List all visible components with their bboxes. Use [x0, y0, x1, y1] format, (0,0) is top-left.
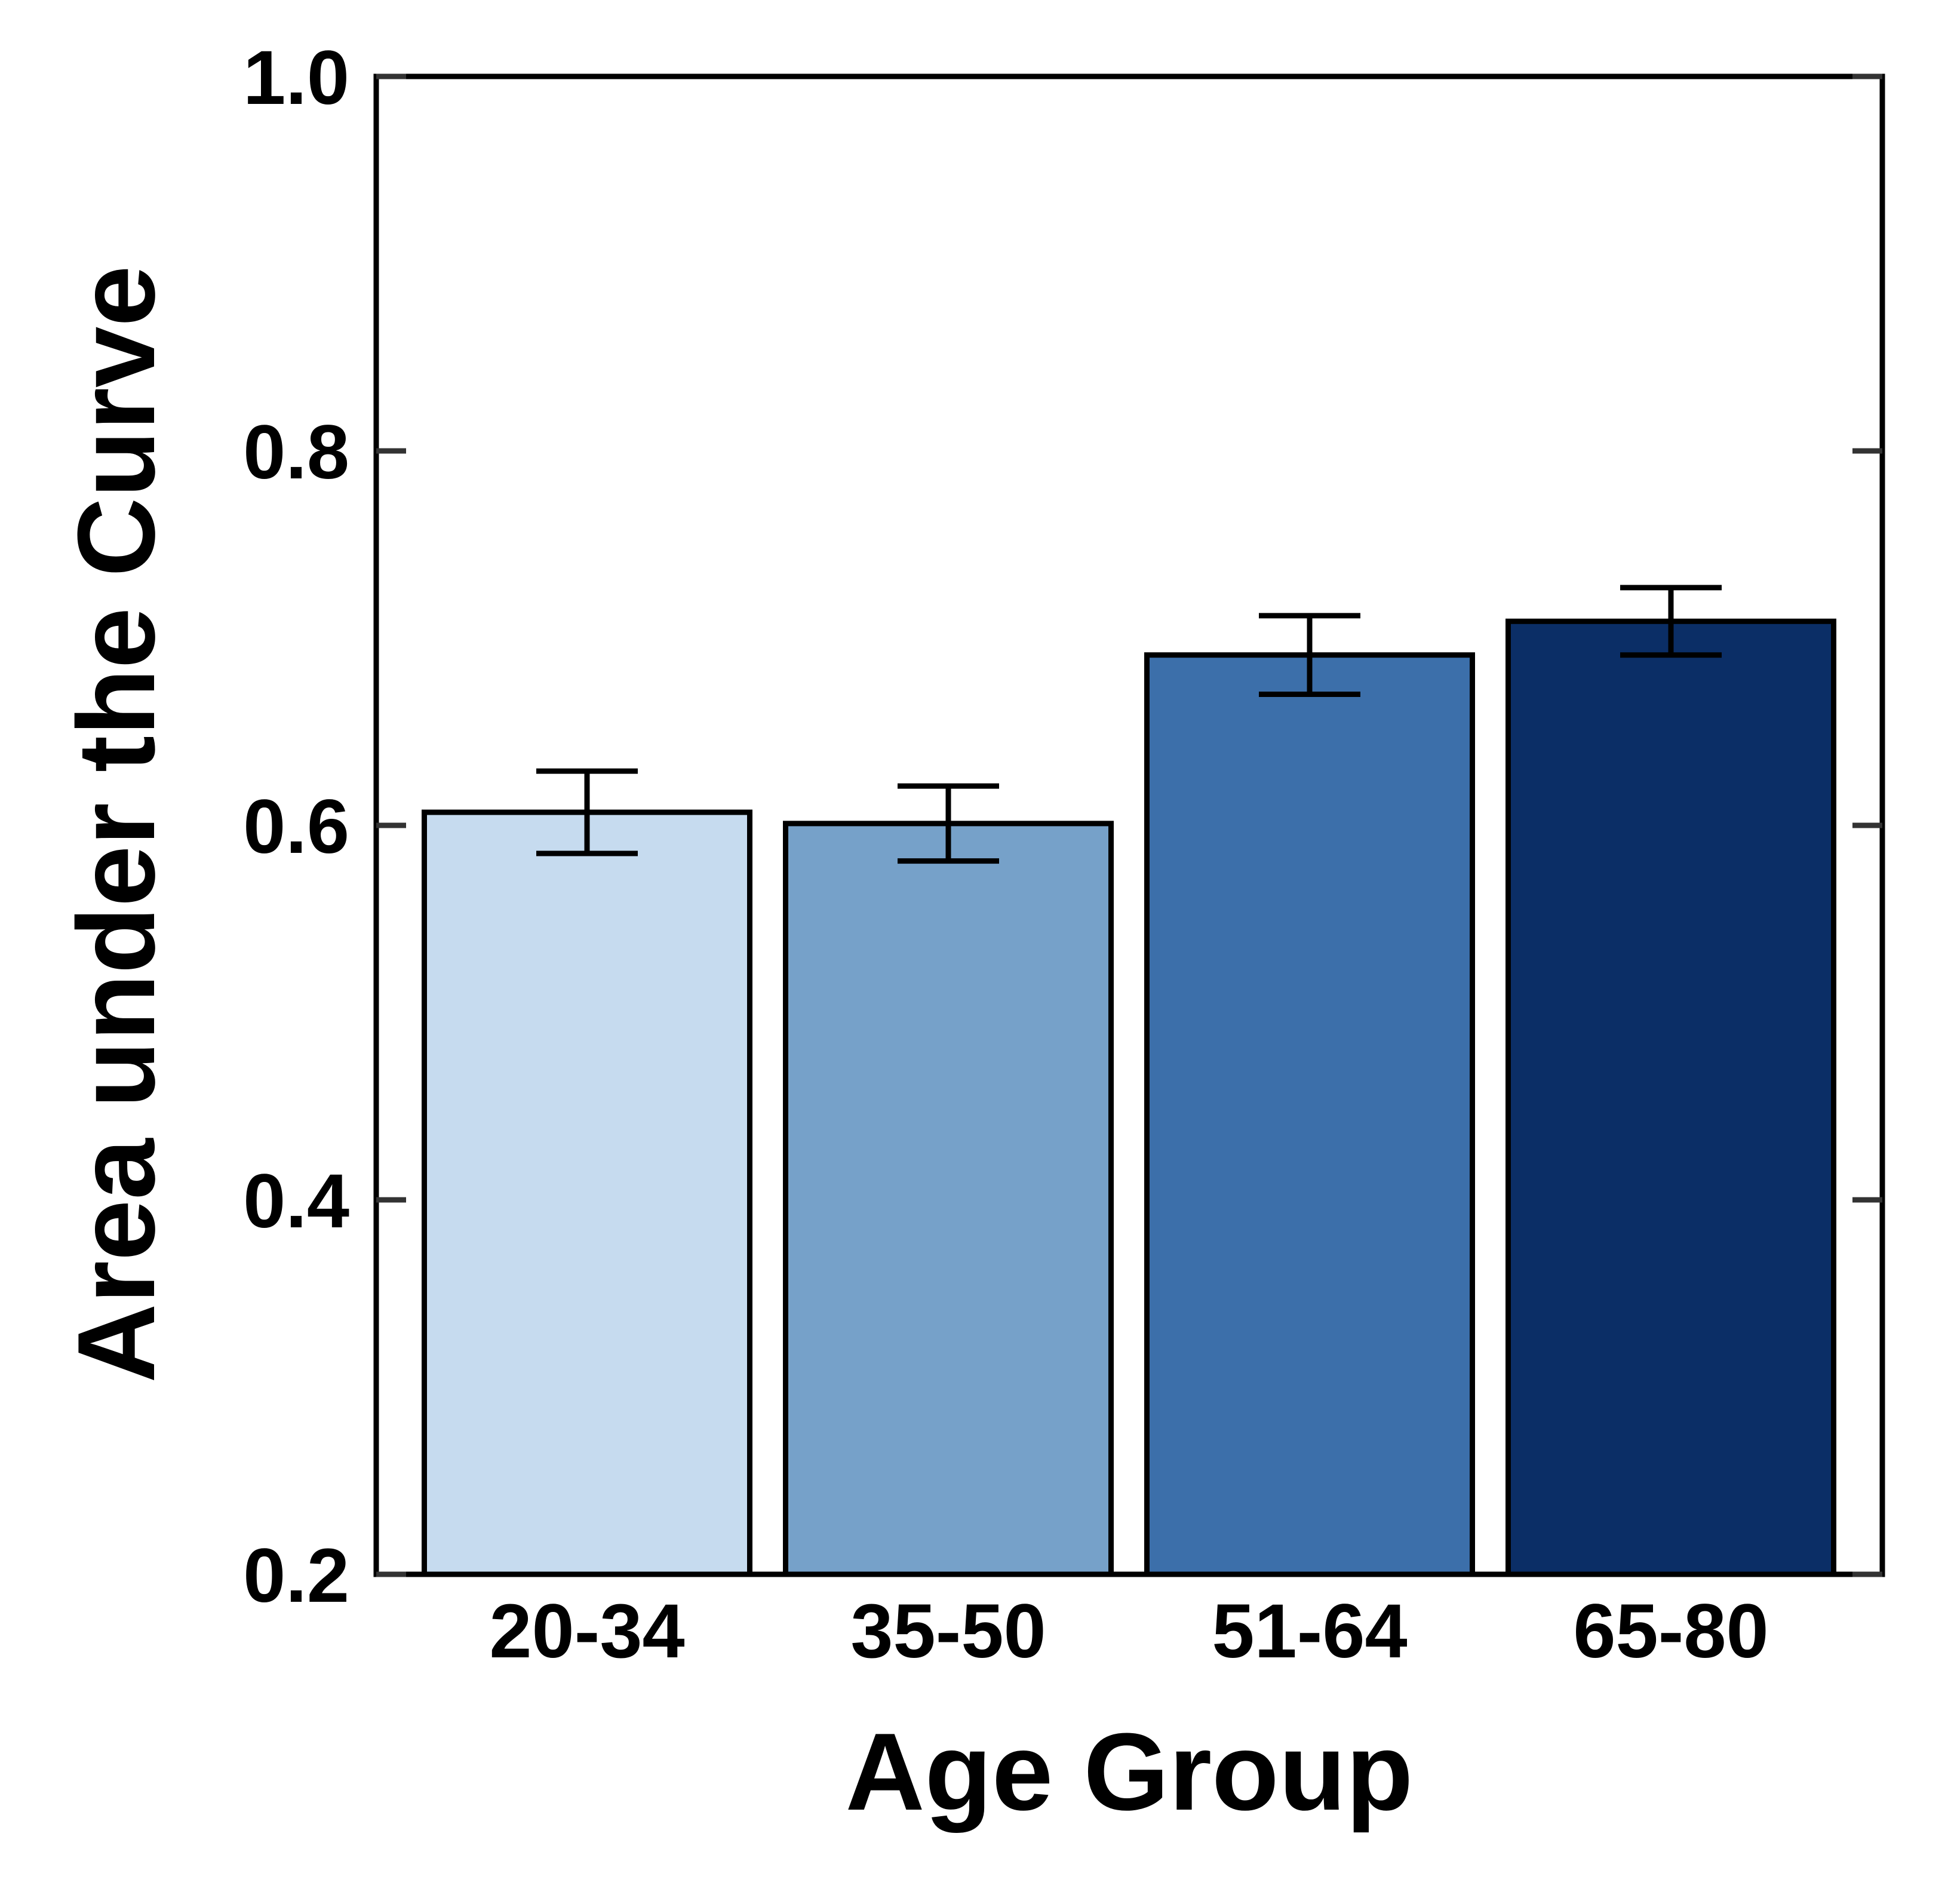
x-tick-label: 35-50 — [850, 1589, 1046, 1674]
error-bar-51-64 — [1259, 613, 1360, 698]
x-axis-title: Age Group — [846, 1710, 1414, 1833]
x-axis: 20-34 35-50 51-64 65-80 — [489, 1589, 1768, 1674]
x-tick-label: 65-80 — [1573, 1589, 1768, 1674]
y-axis-title: Area under the Curve — [54, 265, 177, 1383]
bar-65-80 — [1506, 618, 1836, 1577]
y-tick-label: 1.0 — [243, 35, 349, 121]
error-bar-20-34 — [536, 768, 638, 856]
bars-layer — [422, 618, 1836, 1577]
error-bar-35-50 — [898, 783, 999, 864]
error-bars-layer — [536, 585, 1722, 864]
y-tick-label: 0.4 — [243, 1159, 349, 1244]
error-bar-65-80 — [1620, 585, 1722, 658]
x-tick-label: 20-34 — [489, 1589, 684, 1674]
y-tick-label: 0.8 — [243, 410, 349, 495]
bar-35-50 — [783, 821, 1114, 1577]
bar-51-64 — [1144, 652, 1475, 1577]
bar-20-34 — [422, 809, 752, 1577]
y-tick-label: 0.2 — [243, 1533, 349, 1619]
y-axis: 0.2 0.4 0.6 0.8 1.0 — [243, 35, 1882, 1619]
y-tick-label: 0.6 — [243, 784, 349, 870]
x-tick-label: 51-64 — [1212, 1589, 1407, 1674]
